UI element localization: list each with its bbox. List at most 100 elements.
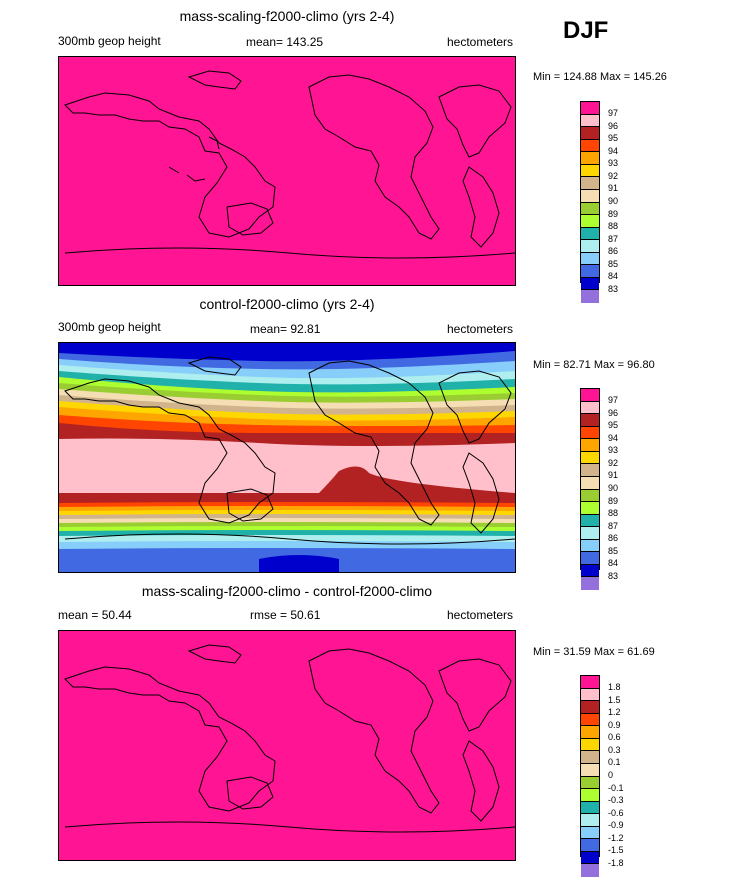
panel3-minmax-label: Min = 31.59 Max = 61.69 bbox=[533, 646, 655, 658]
colorbar-label: 83 bbox=[608, 283, 619, 294]
panel2-colorbar bbox=[580, 388, 600, 590]
colorbar-label: 85 bbox=[608, 545, 619, 556]
panel3-rmse-label: rmse = 50.61 bbox=[250, 608, 321, 622]
panel2-map-svg bbox=[59, 343, 515, 572]
panel1-colorbar-box bbox=[581, 127, 599, 140]
colorbar-label: 93 bbox=[608, 158, 619, 169]
panel2-colorbar-box bbox=[581, 464, 599, 477]
panel2-colorbar-box bbox=[581, 426, 599, 440]
panel3-colorbar-box bbox=[581, 839, 599, 852]
colorbar-label: 1.2 bbox=[608, 707, 621, 718]
colorbar-label: 88 bbox=[608, 221, 619, 232]
panel2-colorbar-box bbox=[581, 502, 599, 515]
panel3-colorbar-box bbox=[581, 726, 599, 739]
panel1-colorbar-box bbox=[581, 227, 599, 241]
panel2-title: control-f2000-climo (yrs 2-4) bbox=[199, 296, 375, 312]
panel3-colorbar-box bbox=[581, 789, 599, 802]
colorbar-label: 97 bbox=[608, 108, 619, 118]
panel1-units-label: hectometers bbox=[447, 35, 514, 49]
colorbar-label: 91 bbox=[608, 183, 619, 194]
panel2-colorbar-box bbox=[581, 439, 599, 452]
colorbar-label: 92 bbox=[608, 170, 619, 181]
colorbar-label: 94 bbox=[608, 432, 619, 443]
panel2-colorbar-box bbox=[581, 476, 599, 490]
colorbar-label: -0.6 bbox=[608, 807, 624, 818]
panel2-minmax-label: Min = 82.71 Max = 96.80 bbox=[533, 359, 655, 371]
panel2-colorbar-box bbox=[581, 527, 599, 540]
colorbar-label: 84 bbox=[608, 271, 619, 282]
colorbar-label: -0.3 bbox=[608, 795, 624, 806]
colorbar-label: 90 bbox=[608, 195, 619, 206]
colorbar-label: -0.1 bbox=[608, 782, 624, 793]
colorbar-label: 87 bbox=[608, 520, 619, 531]
colorbar-label: -1.5 bbox=[608, 845, 624, 856]
panel3-colorbar-box bbox=[581, 688, 599, 702]
panel3-colorbar bbox=[580, 675, 600, 877]
panel1-colorbar-box bbox=[581, 164, 599, 178]
panel2-colorbar-box bbox=[581, 564, 599, 578]
panel2-colorbar-box bbox=[581, 514, 599, 528]
panel3-colorbar-labels: 1.8 1.5 1.2 0.9 0.6 0.3 0.1 0 -0.1 -0.3 … bbox=[608, 675, 624, 868]
panel2-units-label: hectometers bbox=[447, 322, 514, 336]
panel1-colorbar-box bbox=[581, 189, 599, 203]
panel2-colorbar-box bbox=[581, 451, 599, 465]
colorbar-label: 85 bbox=[608, 258, 619, 269]
panel3-colorbar-box bbox=[581, 763, 599, 777]
colorbar-label: 96 bbox=[608, 407, 619, 418]
panel2-coastlines bbox=[64, 356, 515, 545]
panel1-colorbar-box bbox=[581, 102, 599, 115]
panel3-colorbar-box bbox=[581, 676, 599, 689]
panel1-variable-label: 300mb geop height bbox=[58, 34, 161, 48]
panel2-colorbar-labels: 97 96 95 94 93 92 91 90 89 88 87 86 85 8… bbox=[608, 388, 619, 581]
colorbar-label: 95 bbox=[608, 420, 619, 431]
panel1-map-svg bbox=[59, 57, 515, 285]
colorbar-label: 93 bbox=[608, 445, 619, 456]
panel1-colorbar-box bbox=[581, 152, 599, 165]
colorbar-label: -1.8 bbox=[608, 857, 624, 868]
panel2-colorbar-box bbox=[581, 552, 599, 565]
panel3-colorbar-box bbox=[581, 826, 599, 840]
panel1-colorbar-box bbox=[581, 202, 599, 216]
colorbar-label: 86 bbox=[608, 533, 619, 544]
panel1-title: mass-scaling-f2000-climo (yrs 2-4) bbox=[179, 8, 395, 24]
colorbar-label: 0 bbox=[608, 769, 614, 780]
colorbar-label: 1.5 bbox=[608, 694, 621, 705]
panel3-title: mass-scaling-f2000-climo - control-f2000… bbox=[141, 583, 433, 599]
panel2-colorbar-box bbox=[581, 389, 599, 402]
panel1-mean-label: mean= 143.25 bbox=[246, 35, 324, 49]
colorbar-label: 94 bbox=[608, 145, 619, 156]
panel2-colorbar-box bbox=[581, 414, 599, 427]
panel1-colorbar-box bbox=[581, 265, 599, 278]
colorbar-label: -1.2 bbox=[608, 832, 624, 843]
panel1-field-fill bbox=[59, 57, 515, 285]
colorbar-label: 96 bbox=[608, 120, 619, 131]
panel1-coastlines bbox=[64, 70, 515, 259]
panel3-colorbar-box bbox=[581, 738, 599, 752]
panel1-colorbar-labels: 97 96 95 94 93 92 91 90 89 88 87 86 85 8… bbox=[608, 101, 619, 294]
colorbar-label: 86 bbox=[608, 246, 619, 257]
colorbar-label: 87 bbox=[608, 233, 619, 244]
colorbar-label: 0.1 bbox=[608, 757, 621, 768]
panel1-minmax-label: Min = 124.88 Max = 145.26 bbox=[533, 71, 667, 83]
colorbar-label: 83 bbox=[608, 570, 619, 581]
panel3-colorbar-box bbox=[581, 776, 599, 790]
panel1-colorbar-box bbox=[581, 114, 599, 128]
panel1-colorbar-box bbox=[581, 252, 599, 266]
panel2-colorbar-box bbox=[581, 489, 599, 503]
panel2-colorbar-box bbox=[581, 577, 599, 590]
colorbar-label: 1.8 bbox=[608, 682, 621, 692]
panel3-colorbar-box bbox=[581, 751, 599, 764]
band-83-south bbox=[259, 555, 339, 572]
panel3-colorbar-box bbox=[581, 851, 599, 865]
panel2-map bbox=[58, 342, 516, 573]
colorbar-label: 89 bbox=[608, 495, 619, 506]
colorbar-label: 97 bbox=[608, 395, 619, 405]
panel1-colorbar-box bbox=[581, 139, 599, 153]
panel2-colorbar-box bbox=[581, 401, 599, 415]
panel2-mean-label: mean= 92.81 bbox=[250, 322, 321, 336]
panel3-colorbar-box bbox=[581, 864, 599, 877]
panel1-colorbar-box bbox=[581, 177, 599, 190]
colorbar-label: 92 bbox=[608, 457, 619, 468]
panel3-coastlines bbox=[64, 644, 515, 833]
panel1-colorbar bbox=[580, 101, 600, 303]
